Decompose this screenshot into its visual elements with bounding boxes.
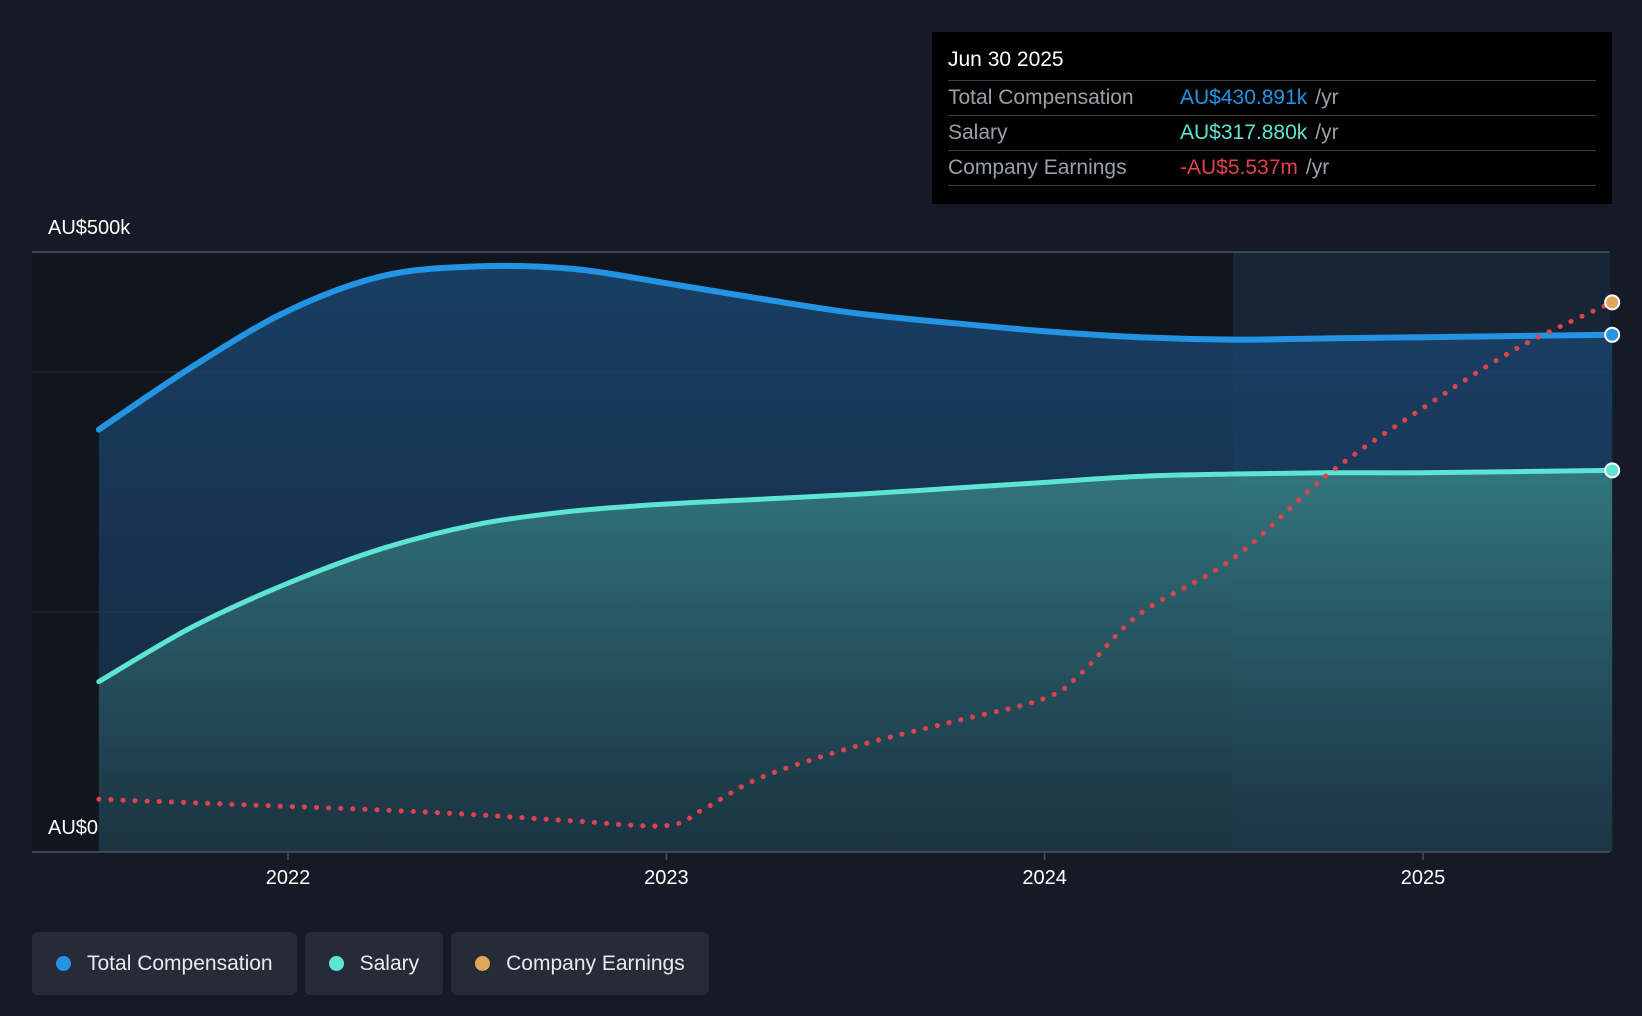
- legend-item-company-earnings[interactable]: Company Earnings: [451, 932, 709, 995]
- tooltip-row-salary: Salary AU$317.880k /yr: [948, 116, 1596, 151]
- total-compensation-line: [95, 262, 1616, 433]
- tooltip-unit: /yr: [1315, 86, 1339, 109]
- tooltip-row-total-compensation: Total Compensation AU$430.891k /yr: [948, 81, 1596, 116]
- legend-item-total-compensation[interactable]: Total Compensation: [32, 932, 297, 995]
- tooltip-unit: /yr: [1305, 156, 1330, 179]
- legend-label: Total Compensation: [87, 951, 273, 975]
- tooltip-label: Salary: [948, 121, 1008, 144]
- salary-line: [96, 467, 1615, 685]
- legend-item-salary[interactable]: Salary: [304, 932, 444, 995]
- salary-marker: [1604, 462, 1621, 479]
- tooltip-unit: /yr: [1315, 121, 1339, 144]
- tooltip-label: Total Compensation: [948, 86, 1134, 109]
- tooltip-label: Company Earnings: [948, 156, 1127, 179]
- tooltip-date: Jun 30 2025: [948, 46, 1596, 81]
- legend: Total Compensation Salary Company Earnin…: [32, 932, 709, 995]
- x-axis-tick-label: 2024: [1022, 867, 1067, 889]
- x-axis-tick-label: 2022: [266, 867, 311, 889]
- total-compensation-marker: [1604, 326, 1621, 343]
- salary-area: [98, 470, 1613, 852]
- legend-dot-icon: [475, 956, 491, 971]
- legend-dot-icon: [56, 956, 71, 971]
- legend-label: Salary: [359, 951, 420, 975]
- tooltip: Jun 30 2025 Total Compensation AU$430.89…: [932, 32, 1612, 204]
- x-axis-tick-label: 2025: [1401, 867, 1446, 889]
- legend-dot-icon: [328, 956, 344, 971]
- tooltip-row-company-earnings: Company Earnings -AU$5.537m /yr: [948, 151, 1596, 186]
- x-axis-tick-label: 2023: [644, 867, 689, 889]
- company-earnings-marker: [1604, 294, 1621, 311]
- company-earnings-line: [96, 299, 1615, 829]
- tooltip-value: AU$317.880k: [1180, 121, 1308, 144]
- legend-label: Company Earnings: [506, 951, 685, 975]
- y-axis-label-max: AU$500k: [48, 217, 131, 239]
- tooltip-value: AU$430.891k: [1180, 86, 1308, 109]
- tooltip-value: -AU$5.537m: [1180, 156, 1298, 179]
- y-axis-label-min: AU$0: [48, 817, 98, 839]
